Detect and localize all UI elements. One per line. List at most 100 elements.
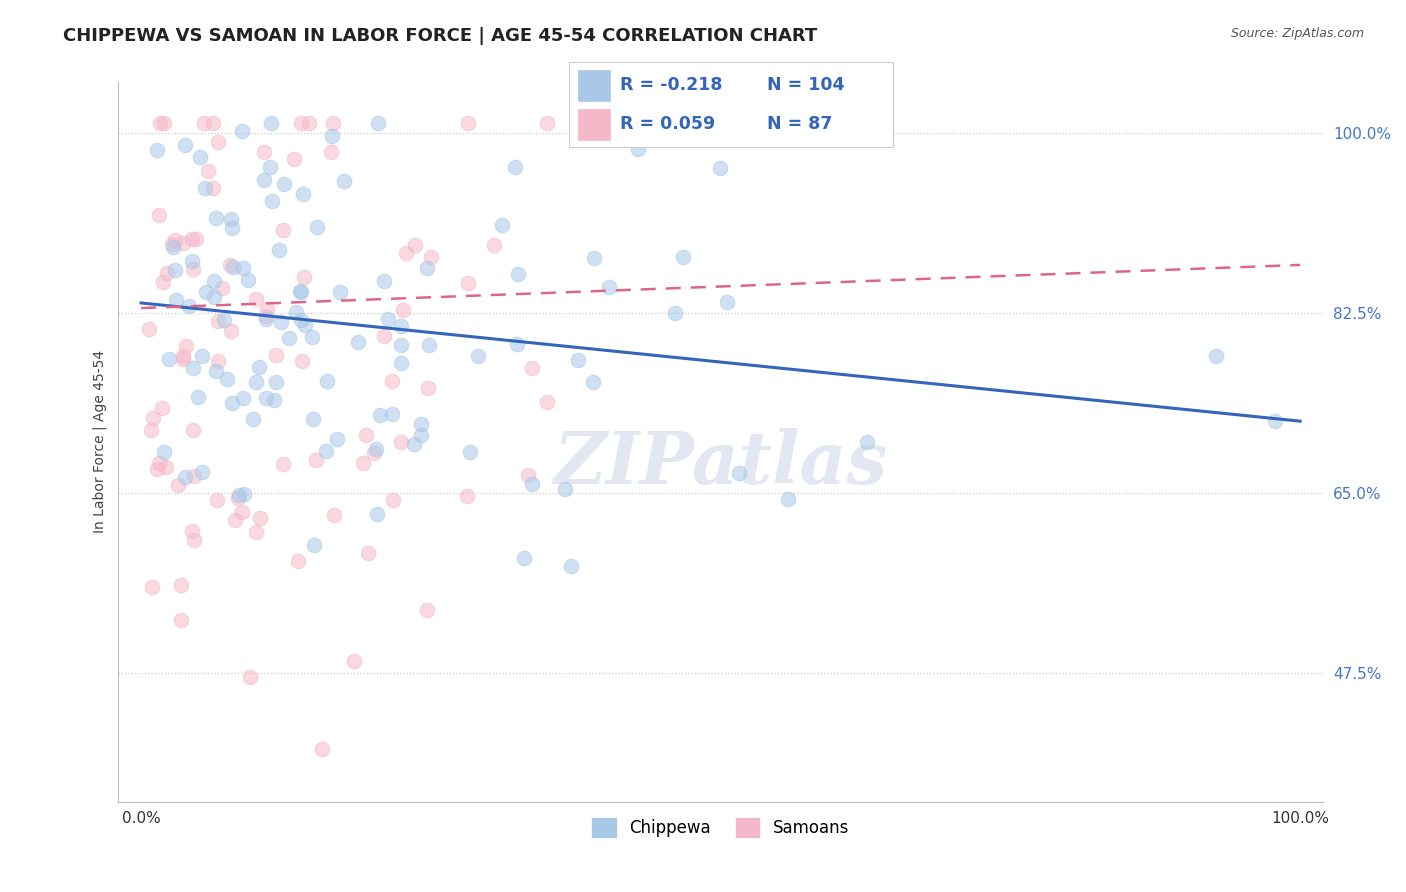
Point: [260, 116, 283, 130]
Point: [138, 322, 160, 336]
Point: [418, 338, 440, 352]
Point: [256, 301, 278, 316]
Point: [212, 313, 235, 327]
Point: [221, 396, 243, 410]
Point: [321, 128, 343, 143]
Point: [172, 351, 194, 366]
Point: [290, 116, 312, 130]
Point: [187, 390, 209, 404]
Bar: [578, 109, 610, 139]
Point: [411, 427, 433, 442]
Point: [352, 456, 374, 470]
Point: [219, 325, 242, 339]
Point: [239, 670, 262, 684]
Point: [194, 180, 217, 194]
Point: [260, 194, 283, 208]
Point: [183, 533, 205, 547]
Point: [290, 313, 312, 327]
Point: [191, 465, 214, 479]
Point: [664, 306, 686, 320]
Point: [271, 223, 294, 237]
Point: [149, 116, 172, 130]
Point: [148, 456, 170, 470]
Point: [153, 116, 176, 130]
Point: [366, 442, 388, 456]
Point: [172, 235, 194, 250]
Point: [395, 245, 418, 260]
Point: [367, 116, 389, 130]
Point: [416, 381, 439, 395]
Point: [172, 349, 194, 363]
Point: [183, 469, 205, 483]
Point: [270, 315, 292, 329]
Point: [301, 330, 323, 344]
Point: [162, 236, 184, 251]
Point: [482, 238, 505, 252]
Point: [389, 434, 412, 449]
Point: [205, 211, 228, 226]
Point: [273, 177, 295, 191]
Point: [253, 173, 276, 187]
Point: [202, 181, 225, 195]
Point: [520, 476, 543, 491]
Point: [141, 580, 163, 594]
Point: [207, 135, 229, 149]
Point: [181, 253, 204, 268]
Point: [323, 508, 346, 522]
Point: [146, 462, 169, 476]
Text: Source: ZipAtlas.com: Source: ZipAtlas.com: [1230, 27, 1364, 40]
Point: [146, 144, 169, 158]
Point: [177, 299, 200, 313]
Point: [316, 374, 339, 388]
Point: [226, 491, 249, 505]
Point: [536, 116, 558, 130]
Point: [457, 276, 479, 290]
Point: [249, 510, 271, 524]
Point: [263, 393, 285, 408]
Point: [174, 469, 197, 483]
Point: [165, 293, 187, 307]
Point: [305, 453, 328, 467]
Text: R = 0.059: R = 0.059: [620, 115, 714, 133]
Bar: [578, 70, 610, 101]
Point: [194, 285, 217, 299]
Point: [204, 363, 226, 377]
Point: [366, 507, 388, 521]
Point: [560, 559, 582, 574]
Text: CHIPPEWA VS SAMOAN IN LABOR FORCE | AGE 45-54 CORRELATION CHART: CHIPPEWA VS SAMOAN IN LABOR FORCE | AGE …: [63, 27, 817, 45]
Point: [508, 268, 530, 282]
Point: [219, 212, 242, 227]
Point: [778, 491, 800, 506]
Point: [165, 233, 187, 247]
Point: [517, 468, 540, 483]
Point: [170, 613, 193, 627]
Point: [506, 337, 529, 351]
Point: [505, 161, 527, 175]
Point: [311, 742, 333, 756]
Point: [259, 161, 281, 175]
Point: [582, 251, 605, 265]
Point: [139, 423, 162, 437]
Point: [491, 218, 513, 232]
Point: [247, 359, 270, 374]
Point: [163, 263, 186, 277]
Point: [415, 603, 437, 617]
Point: [184, 232, 207, 246]
Point: [155, 459, 177, 474]
Point: [1263, 414, 1285, 428]
Point: [188, 150, 211, 164]
Point: [416, 260, 439, 275]
Text: N = 87: N = 87: [766, 115, 832, 133]
Point: [202, 290, 225, 304]
Point: [288, 284, 311, 298]
Point: [181, 360, 204, 375]
Point: [381, 492, 404, 507]
Point: [191, 349, 214, 363]
Point: [287, 554, 309, 568]
Point: [218, 258, 240, 272]
Point: [716, 294, 738, 309]
Point: [292, 269, 315, 284]
Point: [181, 423, 204, 437]
Point: [855, 435, 877, 450]
Point: [554, 482, 576, 496]
